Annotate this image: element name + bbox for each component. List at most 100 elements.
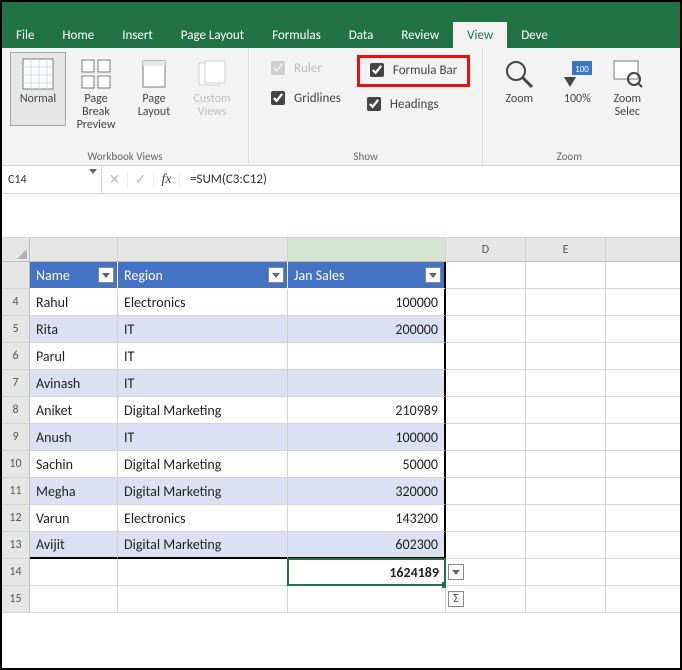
tab-data[interactable]: Data [335, 22, 388, 48]
cell-d13[interactable] [446, 532, 526, 559]
page-layout-button[interactable]: Page Layout [126, 52, 182, 126]
cell-e3[interactable] [526, 262, 606, 289]
cell-name-11[interactable]: Megha [30, 478, 118, 505]
zoom-100-button[interactable]: 100 100% [549, 52, 605, 126]
col-head-d[interactable]: D [446, 238, 526, 262]
cell-name-4[interactable]: Rahul [30, 289, 118, 316]
cell-d9[interactable] [446, 424, 526, 451]
cell-f8[interactable] [606, 397, 682, 424]
cell-name-8[interactable]: Aniket [30, 397, 118, 424]
table-header-region[interactable]: Region [118, 262, 288, 289]
cell-f10[interactable] [606, 451, 682, 478]
col-head-a[interactable] [30, 238, 118, 262]
cell-e6[interactable] [526, 343, 606, 370]
cell-jan-11[interactable]: 320000 [288, 478, 446, 505]
cell-e14[interactable] [526, 559, 606, 586]
cell-region-10[interactable]: Digital Marketing [118, 451, 288, 478]
gridlines-checkbox[interactable]: Gridlines [267, 88, 341, 108]
cell-jan-7[interactable] [288, 370, 446, 397]
formula-input[interactable]: =SUM(C3:C12) [180, 172, 680, 187]
cell-jan-15[interactable] [288, 586, 446, 613]
tab-file[interactable]: File [2, 22, 48, 48]
cell-name-15[interactable] [30, 586, 118, 613]
row-head-3[interactable] [2, 262, 30, 289]
headings-checkbox[interactable]: Headings [363, 94, 464, 114]
cell-f4[interactable] [606, 289, 682, 316]
cancel-formula-button[interactable]: ✕ [102, 171, 128, 188]
cell-region-8[interactable]: Digital Marketing [118, 397, 288, 424]
cell-f5[interactable] [606, 316, 682, 343]
cell-d15[interactable]: Σ [446, 586, 526, 613]
row-head-4[interactable]: 4 [2, 289, 30, 316]
cell-e11[interactable] [526, 478, 606, 505]
cell-region-12[interactable]: Electronics [118, 505, 288, 532]
cell-e5[interactable] [526, 316, 606, 343]
select-all-corner[interactable] [2, 238, 30, 262]
row-head-11[interactable]: 11 [2, 478, 30, 505]
cell-name-7[interactable]: Avinash [30, 370, 118, 397]
cell-name-6[interactable]: Parul [30, 343, 118, 370]
insert-function-button[interactable]: fx [154, 172, 180, 188]
row-head-15[interactable]: 15 [2, 586, 30, 613]
cell-d5[interactable] [446, 316, 526, 343]
cell-jan-9[interactable]: 100000 [288, 424, 446, 451]
cell-region-5[interactable]: IT [118, 316, 288, 343]
cell-e8[interactable] [526, 397, 606, 424]
cell-name-9[interactable]: Anush [30, 424, 118, 451]
zoom-button[interactable]: Zoom [491, 52, 547, 126]
cell-region-9[interactable]: IT [118, 424, 288, 451]
cell-region-11[interactable]: Digital Marketing [118, 478, 288, 505]
tab-developer[interactable]: Deve [507, 22, 552, 48]
name-box[interactable]: C14 [2, 166, 102, 193]
cell-region-6[interactable]: IT [118, 343, 288, 370]
zoom-selection-button[interactable]: Zoom Selec [607, 52, 647, 126]
cell-d8[interactable] [446, 397, 526, 424]
cell-region-13[interactable]: Digital Marketing [118, 532, 288, 559]
cell-d3[interactable] [446, 262, 526, 289]
cell-jan-13[interactable]: 602300 [288, 532, 446, 559]
cell-jan-10[interactable]: 50000 [288, 451, 446, 478]
cell-d12[interactable] [446, 505, 526, 532]
tab-page-layout[interactable]: Page Layout [167, 22, 258, 48]
tab-home[interactable]: Home [48, 22, 108, 48]
cell-e10[interactable] [526, 451, 606, 478]
row-head-8[interactable]: 8 [2, 397, 30, 424]
cell-region-7[interactable]: IT [118, 370, 288, 397]
col-head-b[interactable] [118, 238, 288, 262]
formula-bar-checkbox[interactable]: Formula Bar [366, 60, 457, 80]
cell-name-10[interactable]: Sachin [30, 451, 118, 478]
cell-e4[interactable] [526, 289, 606, 316]
cell-f14[interactable] [606, 559, 682, 586]
tab-review[interactable]: Review [387, 22, 453, 48]
cell-name-5[interactable]: Rita [30, 316, 118, 343]
cell-f3[interactable] [606, 262, 682, 289]
page-break-preview-button[interactable]: Page Break Preview [68, 52, 124, 126]
cell-f9[interactable] [606, 424, 682, 451]
cell-d14[interactable] [446, 559, 526, 586]
cell-d4[interactable] [446, 289, 526, 316]
cell-name-14[interactable] [30, 559, 118, 586]
col-head-f[interactable] [606, 238, 682, 262]
total-dropdown-button[interactable] [448, 564, 464, 580]
cell-f13[interactable] [606, 532, 682, 559]
cell-d6[interactable] [446, 343, 526, 370]
cell-f6[interactable] [606, 343, 682, 370]
cell-e13[interactable] [526, 532, 606, 559]
name-box-dropdown-icon[interactable] [89, 174, 97, 188]
worksheet-grid[interactable]: D E Name Region Jan Sales 4RahulElectron… [2, 238, 680, 613]
row-head-10[interactable]: 10 [2, 451, 30, 478]
cell-jan-4[interactable]: 100000 [288, 289, 446, 316]
cell-region-15[interactable] [118, 586, 288, 613]
table-header-name[interactable]: Name [30, 262, 118, 289]
cell-jan-14[interactable]: 1624189 [288, 559, 446, 586]
table-header-jan[interactable]: Jan Sales [288, 262, 446, 289]
col-head-c[interactable] [288, 238, 446, 262]
cell-d7[interactable] [446, 370, 526, 397]
row-head-6[interactable]: 6 [2, 343, 30, 370]
filter-button-jan[interactable] [425, 267, 441, 283]
cell-f11[interactable] [606, 478, 682, 505]
enter-formula-button[interactable]: ✓ [128, 171, 154, 188]
cell-jan-5[interactable]: 200000 [288, 316, 446, 343]
cell-jan-8[interactable]: 210989 [288, 397, 446, 424]
tab-view[interactable]: View [453, 22, 507, 48]
